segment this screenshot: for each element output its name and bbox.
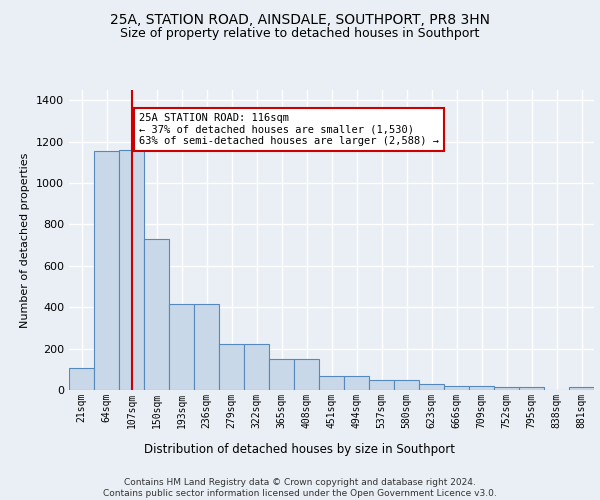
Bar [319, 376, 344, 390]
Bar [119, 150, 144, 390]
Bar [394, 380, 419, 390]
Bar [219, 344, 244, 390]
Bar [369, 380, 394, 390]
Bar [94, 151, 119, 390]
Bar [144, 239, 169, 390]
Bar [569, 387, 594, 390]
Bar [69, 368, 94, 390]
Bar [169, 304, 194, 390]
Text: Contains HM Land Registry data © Crown copyright and database right 2024.
Contai: Contains HM Land Registry data © Crown c… [103, 478, 497, 498]
Bar [419, 384, 444, 390]
Bar [444, 386, 469, 390]
Text: 25A STATION ROAD: 116sqm
← 37% of detached houses are smaller (1,530)
63% of sem: 25A STATION ROAD: 116sqm ← 37% of detach… [139, 113, 439, 146]
Bar [194, 304, 219, 390]
Bar [269, 359, 294, 390]
Bar [294, 359, 319, 390]
Text: Size of property relative to detached houses in Southport: Size of property relative to detached ho… [121, 28, 479, 40]
Y-axis label: Number of detached properties: Number of detached properties [20, 152, 31, 328]
Text: 25A, STATION ROAD, AINSDALE, SOUTHPORT, PR8 3HN: 25A, STATION ROAD, AINSDALE, SOUTHPORT, … [110, 12, 490, 26]
Bar [494, 387, 519, 390]
Bar [244, 344, 269, 390]
Bar [469, 386, 494, 390]
Bar [344, 376, 369, 390]
Text: Distribution of detached houses by size in Southport: Distribution of detached houses by size … [145, 442, 455, 456]
Bar [519, 387, 544, 390]
